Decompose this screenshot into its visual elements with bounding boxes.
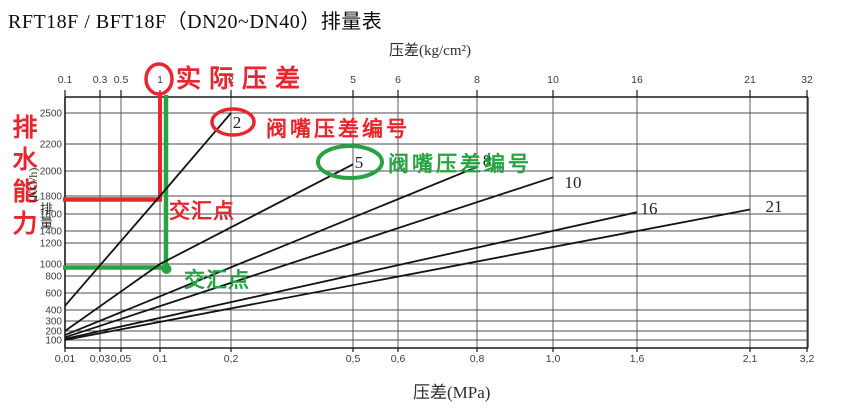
x-tick-label-bottom: 0,1: [153, 353, 168, 365]
x-tick-label-top: 0.3: [93, 74, 108, 86]
y-tick-label: 2200: [40, 140, 63, 151]
y-axis-name-label: 排量: [38, 202, 53, 230]
y-tick-label: 200: [45, 327, 62, 338]
red-series-ellipse: [210, 107, 256, 137]
green-junction-dot: [161, 264, 172, 274]
series-line-21: [64, 208, 751, 341]
y-tick-label: 800: [45, 272, 62, 283]
x-tick-label-top: 16: [631, 74, 643, 86]
y-tick-label: 600: [45, 289, 62, 300]
y-tick-label: 1600: [40, 210, 63, 221]
x-tick-label-bottom: 0,5: [346, 353, 361, 365]
nozzle-number-annotation-red: 阀嘴压差编号: [266, 117, 410, 141]
y-tick-label: 2000: [40, 167, 63, 178]
x-tick-label-top: 21: [744, 74, 756, 86]
series-label-10: 10: [565, 173, 582, 192]
y-tick-label: 1000: [40, 260, 63, 271]
x-tick-label-bottom: 1,6: [630, 353, 645, 365]
x-tick-label-top: 0.1: [58, 74, 73, 86]
x-tick-label-top: 32: [801, 74, 813, 86]
y-tick-label: 1200: [40, 239, 63, 250]
x-tick-label-bottom: 1,0: [546, 353, 561, 365]
x-tick-label-top: 6: [395, 74, 401, 86]
series-line-16: [64, 211, 638, 340]
junction-annotation-green: 交汇点: [184, 268, 250, 292]
capacity-label: 排水能力: [9, 114, 36, 242]
series-line-5: [64, 163, 354, 332]
y-tick-label: 2500: [40, 109, 63, 120]
x-tick-label-bottom: 0,03: [90, 353, 111, 365]
y-tick-label: 400: [45, 306, 62, 317]
y-tick-label: 1800: [40, 192, 63, 203]
series-label-16: 16: [641, 199, 658, 218]
x-tick-label-bottom: 0,2: [224, 353, 239, 365]
series-line-2: [64, 112, 232, 307]
nozzle-number-annotation-green: 阀嘴压差编号: [388, 152, 532, 176]
x-tick-label-top: 2: [228, 74, 234, 86]
x-tick-label-bottom: 0,6: [391, 353, 406, 365]
y-tick-label: 100: [45, 336, 62, 347]
actual-pressure-annotation: 实际压差: [176, 66, 309, 93]
series-label-8: 8: [483, 151, 492, 170]
y-tick-label: 1400: [40, 227, 63, 238]
x-tick-label-top: 0.5: [114, 74, 129, 86]
series-line-10: [64, 176, 554, 339]
x-tick-label-bottom: 0,05: [111, 353, 132, 365]
series-line-8: [64, 166, 478, 336]
series-label-5: 5: [355, 153, 364, 172]
x-tick-label-bottom: 2,1: [743, 353, 758, 365]
x-tick-label-bottom: 0,8: [470, 353, 485, 365]
green-series-ellipse: [316, 144, 384, 180]
series-label-21: 21: [766, 197, 783, 216]
x-tick-label-top: 8: [474, 74, 480, 86]
top-axis-title: 压差(kg/cm²): [389, 43, 471, 59]
page-title: RFT18F / BFT18F（DN20~DN40）排量表: [8, 11, 383, 33]
x-tick-label-top: 1: [157, 74, 163, 86]
bottom-axis-title: 压差(MPa): [413, 383, 491, 402]
x-tick-label-top: 5: [350, 74, 356, 86]
red-highlight-tick-circle: [144, 62, 174, 96]
y-tick-label: 300: [45, 317, 62, 328]
x-tick-label-top: 10: [547, 74, 559, 86]
junction-annotation-red: 交汇点: [169, 199, 235, 223]
series-label-2: 2: [233, 113, 242, 132]
x-tick-label-bottom: 3,2: [800, 353, 815, 365]
x-tick-label-bottom: 0,01: [55, 353, 76, 365]
